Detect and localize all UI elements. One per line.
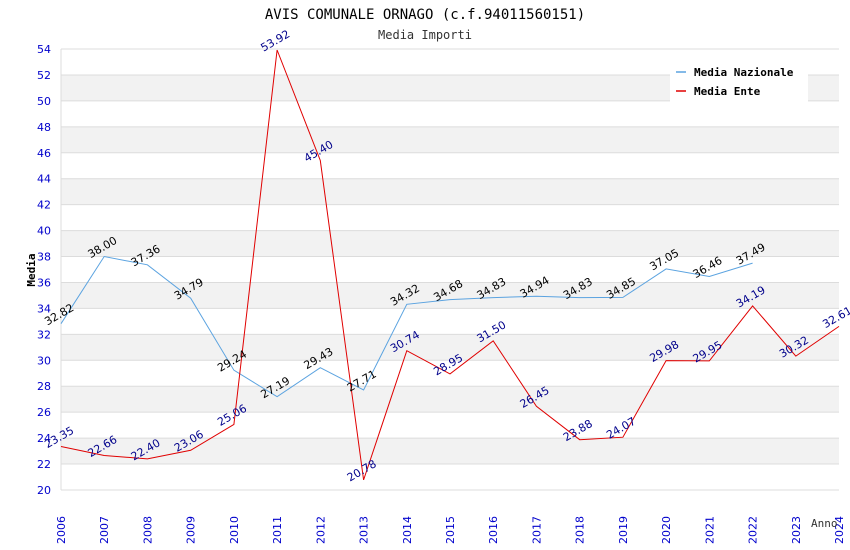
y-tick-label: 22 [37,458,51,471]
grid-lines [60,48,839,491]
x-tick-label: 2009 [185,516,198,544]
y-tick-label: 32 [37,328,51,341]
y-tick-label: 34 [37,302,51,315]
legend: Media Nazionale Media Ente [670,62,808,102]
grid-bands [61,74,839,465]
y-tick-label: 30 [37,354,51,367]
y-tick-label: 26 [37,406,51,419]
series-line-media-nazionale [60,255,753,398]
y-tick-label: 40 [37,225,51,238]
x-tick-label: 2014 [401,516,414,544]
grid-band [61,230,839,257]
x-tick-label: 2023 [790,516,803,544]
x-tick-label: 2018 [574,516,587,544]
y-tick-label: 48 [37,121,51,134]
grid-band [61,438,839,465]
chart-subtitle: Media Importi [378,28,472,42]
x-tick-label: 2022 [747,516,760,544]
grid-band [61,178,839,205]
y-axis-label: Media [25,253,38,286]
y-tick-label: 24 [37,432,51,445]
x-tick-label: 2011 [271,516,284,544]
grid-band [61,282,839,309]
grid-band [61,334,839,361]
x-tick-label: 2010 [228,516,241,544]
y-tick-label: 28 [37,380,51,393]
y-tick-label: 38 [37,251,51,264]
y-tick-label: 46 [37,147,51,160]
y-tick-label: 54 [37,43,51,56]
x-tick-label: 2019 [617,516,630,544]
legend-label: Media Nazionale [694,66,794,79]
y-tick-label: 50 [37,95,51,108]
y-tick-label: 20 [37,484,51,497]
x-tick-label: 2021 [703,516,716,544]
y-tick-label: 36 [37,276,51,289]
x-tick-label: 2013 [358,516,371,544]
legend-box [670,62,808,102]
series-line-media-ente [60,49,840,481]
x-tick-label: 2017 [530,516,543,544]
legend-label: Media Ente [694,85,761,98]
x-tick-label: 2024 [833,516,846,544]
grid-band [61,126,839,153]
y-axis-ticks: 20 22 24 26 28 30 32 34 36 38 40 42 44 46 48 50 52 54 [37,43,51,497]
series-lines [60,49,840,481]
x-axis-label: Anno [811,517,838,530]
chart-title: AVIS COMUNALE ORNAGO (c.f.94011560151) [265,7,585,23]
grid-band [61,386,839,413]
x-tick-label: 2016 [487,516,500,544]
x-tick-label: 2007 [98,516,111,544]
x-tick-label: 2008 [141,516,154,544]
y-tick-label: 44 [37,173,51,186]
x-tick-label: 2020 [660,516,673,544]
x-tick-label: 2015 [444,516,457,544]
y-tick-label: 42 [37,199,51,212]
x-tick-label: 2012 [314,516,327,544]
data-label: 36.46 [691,254,725,281]
y-tick-label: 52 [37,69,51,82]
x-tick-label: 2006 [55,516,68,544]
x-axis-ticks: 2006 2007 2008 2009 2010 2011 2012 2013 2014 2015… [55,516,846,544]
data-label: 53.92 [258,28,292,55]
